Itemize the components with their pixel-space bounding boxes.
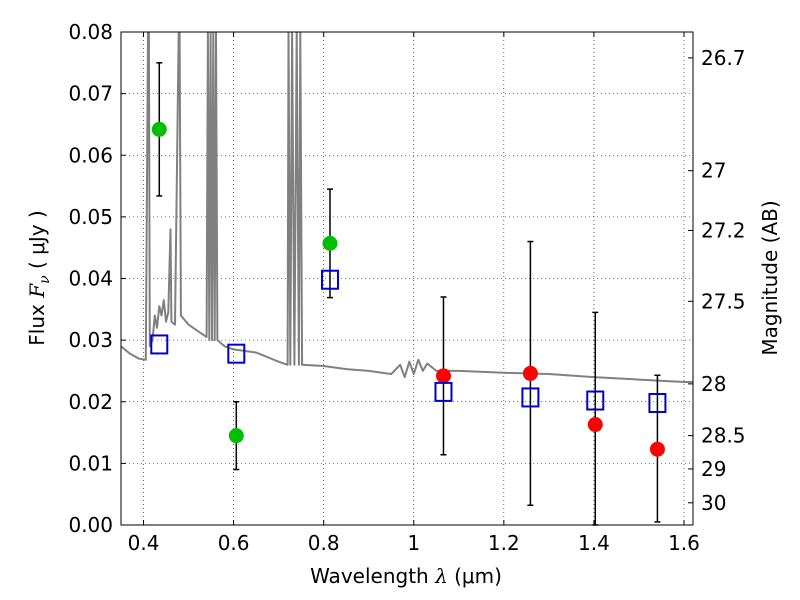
y-axis-label: Flux Fν ( μJy )	[25, 210, 53, 345]
y2-axis-label: Magnitude (AB)	[758, 200, 782, 355]
data-point	[322, 235, 338, 251]
x-tick-label: 1.4	[578, 531, 610, 555]
x-tick-label: 1.2	[488, 531, 520, 555]
x-tick-label: 1	[407, 531, 420, 555]
y2-tick-label: 27	[701, 159, 726, 183]
x-tick-label: 0.8	[308, 531, 340, 555]
data-point	[522, 365, 538, 381]
y2-tick-label: 29	[701, 457, 726, 481]
y-tick-label: 0.03	[68, 328, 113, 352]
x-tick-labels: 0.4 0.6 0.8 1 1.2 1.4 1.6	[128, 531, 700, 555]
spectrum-line	[121, 32, 693, 383]
data-markers	[150, 121, 667, 457]
data-point	[435, 368, 451, 384]
x-tick-label: 0.4	[128, 531, 160, 555]
x-axis-label: Wavelength λ (μm)	[310, 564, 502, 588]
model-point	[434, 381, 453, 402]
y-tick-label: 0.02	[68, 390, 113, 414]
y2-tick-labels: 26.7 27 27.2 27.5 28 28.5 29 30	[701, 46, 746, 515]
y2-tick-label: 27.5	[701, 289, 746, 313]
y2-tick-label: 26.7	[701, 46, 746, 70]
y2-tick-label: 28	[701, 372, 726, 396]
y-tick-label: 0.06	[68, 143, 113, 167]
model-point	[521, 387, 540, 408]
data-point	[151, 121, 167, 137]
y-tick-labels: 0.00 0.01 0.02 0.03 0.04 0.05 0.06 0.07 0.08	[68, 20, 113, 537]
x-tick-label: 1.6	[668, 531, 700, 555]
data-point	[649, 441, 665, 457]
model-point	[320, 269, 339, 290]
x-tick-label: 0.6	[218, 531, 250, 555]
model-point	[227, 343, 246, 364]
y2-tick-label: 28.5	[701, 424, 746, 448]
model-point	[648, 392, 667, 413]
axis-ticks	[121, 31, 693, 526]
y-tick-label: 0.00	[68, 513, 113, 537]
y-tick-label: 0.08	[68, 20, 113, 44]
data-point	[228, 428, 244, 444]
model-spectrum	[121, 32, 693, 383]
model-point	[586, 390, 605, 411]
y-tick-label: 0.07	[68, 82, 113, 106]
y-tick-label: 0.01	[68, 451, 113, 475]
model-point	[150, 334, 169, 355]
grid-lines	[121, 32, 693, 525]
y2-tick-label: 27.2	[701, 218, 746, 242]
y2-tick-label: 30	[701, 491, 726, 515]
y-tick-label: 0.04	[68, 267, 113, 291]
y-tick-label: 0.05	[68, 205, 113, 229]
error-bars	[156, 62, 661, 526]
data-point	[587, 417, 603, 433]
